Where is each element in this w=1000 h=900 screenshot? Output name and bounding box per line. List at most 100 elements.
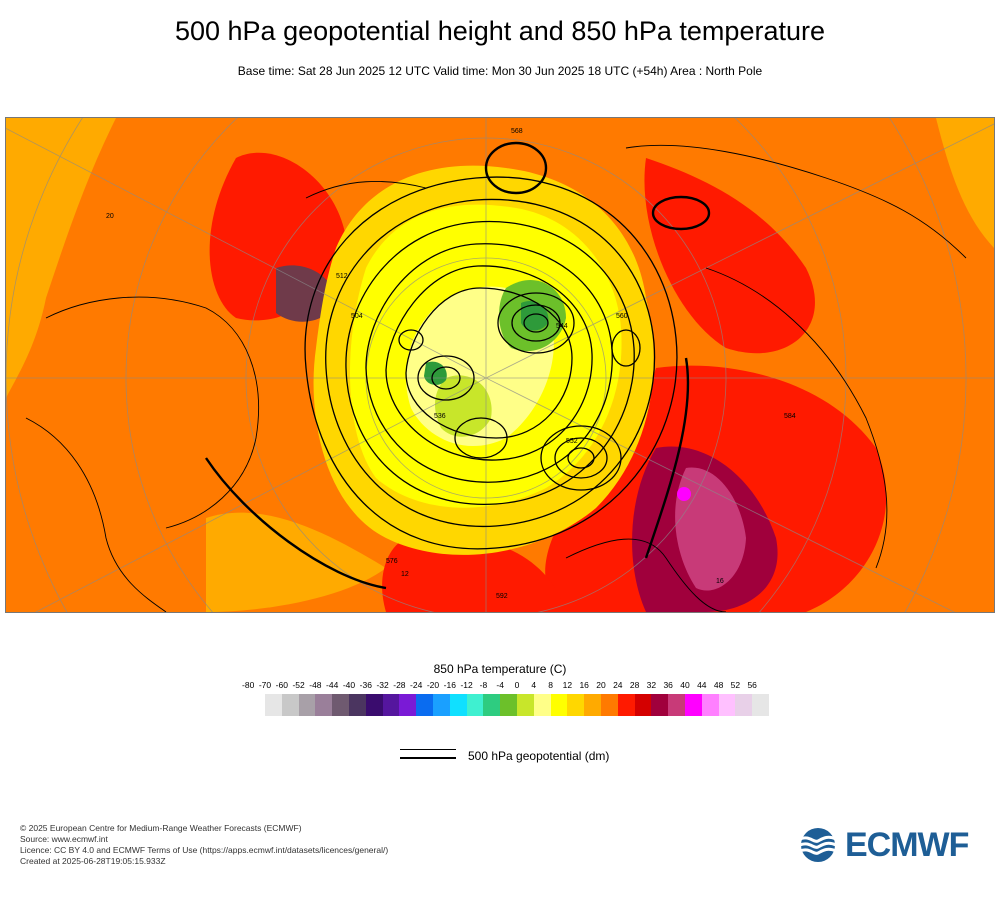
contour-label-group: 504 512 536 544 552 560 568 576 584 592 … (106, 128, 796, 600)
legend-tick-label: -32 (376, 680, 389, 690)
legend-tick-label: 32 (646, 680, 657, 690)
legend-tick-label: 28 (629, 680, 640, 690)
geopotential-contours (205, 141, 711, 590)
legend-tick-label: -28 (393, 680, 406, 690)
color-scale-box (600, 694, 618, 716)
credits: © 2025 European Centre for Medium-Range … (20, 823, 388, 867)
legend-tick-label: 8 (548, 680, 553, 690)
contour-label: 544 (556, 323, 568, 330)
legend-tick-label: -16 (443, 680, 456, 690)
color-scale-box (735, 694, 753, 716)
temperature-field-green-central (434, 375, 492, 437)
color-scale-box (701, 694, 719, 716)
color-scale-box (466, 694, 484, 716)
legend-ticks: -80 -70 -60 -52 -48 -44 -40 -36 -32 -28 -24 -20 -16-… (240, 680, 760, 694)
contour-line-sample (400, 749, 458, 761)
contour-legend: 500 hPa geopotential (dm) (400, 746, 700, 766)
color-scale-box (382, 694, 400, 716)
color-scale-box (399, 694, 417, 716)
color-scale-box (483, 694, 501, 716)
legend-tick-label: -60 (275, 680, 288, 690)
coastlines (25, 144, 967, 612)
legend-tick-label: -40 (342, 680, 356, 690)
legend-tick-label: 48 (713, 680, 724, 690)
legend-tick-label: -24 (410, 680, 423, 690)
legend-tick-label: -70 (258, 680, 272, 690)
credit-copyright: © 2025 European Centre for Medium-Range … (20, 823, 302, 833)
contour-label: 584 (784, 413, 796, 420)
legend-tick-label: 24 (613, 680, 623, 690)
chart-subtitle: Base time: Sat 28 Jun 2025 12 UTC Valid … (237, 64, 763, 78)
legend-tick-label: -12 (460, 680, 473, 690)
legend-tick-label: 0 (514, 680, 520, 690)
temperature-field-amber-east (936, 118, 994, 248)
contour-label: 16 (716, 578, 724, 585)
color-scale-box (617, 694, 635, 716)
contour-label: 552 (566, 438, 578, 445)
color-scale-box (449, 694, 467, 716)
color-scale-box (584, 694, 601, 716)
chart-title: 500 hPa geopotential height and 850 hPa … (174, 16, 825, 46)
legend-title: 850 hPa temperature (C) (433, 662, 567, 676)
color-scale-box (718, 694, 736, 716)
temperature-field-red-south (382, 535, 566, 612)
temperature-field-amber-south (206, 512, 386, 612)
legend-tick-label: 12 (562, 680, 573, 690)
legend-tick-label: -44 (326, 680, 339, 690)
temperature-field-magenta-spot (677, 487, 691, 501)
graticule (6, 118, 994, 612)
credit-licence: Licence: CC BY 4.0 and ECMWF Terms of Us… (20, 845, 389, 855)
color-scale-box (365, 694, 383, 716)
contour-label: 592 (496, 593, 508, 600)
contour-label: 12 (401, 571, 409, 578)
legend-tick-label: 44 (697, 680, 707, 690)
contour-label: 20 (106, 213, 114, 220)
contour-label: 576 (386, 558, 398, 565)
legend-tick-label: -8 (479, 680, 488, 690)
contour-label: 568 (511, 128, 523, 135)
legend-tick-label: -80 (242, 680, 255, 690)
color-scale-box (432, 694, 450, 716)
color-scale-box (332, 694, 349, 716)
legend-tick-label: -52 (292, 680, 305, 690)
temperature-field-green-dark (521, 300, 549, 331)
temperature-field-pink (675, 467, 746, 591)
color-scale-box (281, 694, 299, 716)
color-scale-box (752, 694, 769, 716)
color-scale-box (265, 694, 282, 716)
legend-tick-label: 36 (663, 680, 673, 690)
contour-label: 504 (351, 313, 363, 320)
legend-tick-label: -4 (496, 680, 504, 690)
color-scale-box (550, 694, 568, 716)
legend-tick-label: -36 (359, 680, 372, 690)
color-scale-box (315, 694, 333, 716)
temperature-field-red-northeast (644, 158, 815, 354)
color-scale-box (516, 694, 534, 716)
legend-tick-label: 56 (747, 680, 757, 690)
temperature-field-cold-pocket (276, 265, 336, 322)
temperature-field-amber-west (6, 118, 116, 398)
legend-tick-label: 40 (680, 680, 690, 690)
contour-label: 536 (434, 413, 446, 420)
credit-created: Created at 2025-06-28T19:05:15.933Z (20, 856, 166, 866)
contour-label: 512 (336, 273, 348, 280)
color-scale-box (651, 694, 669, 716)
color-scale-box (634, 694, 652, 716)
contour-label: 560 (616, 313, 628, 320)
color-scale-box (684, 694, 702, 716)
color-scale-box (668, 694, 685, 716)
contour-legend-label: 500 hPa geopotential (dm) (468, 749, 610, 763)
credit-source: Source: www.ecmwf.int (20, 834, 108, 844)
ecmwf-logo-text: ECMWF (845, 826, 969, 864)
legend-tick-label: 52 (730, 680, 741, 690)
legend-tick-label: -48 (309, 680, 322, 690)
legend-tick-label: -20 (426, 680, 440, 690)
color-scale-bar (265, 694, 769, 716)
legend-tick-label: 4 (531, 680, 537, 690)
polar-map: 504 512 536 544 552 560 568 576 584 592 … (5, 117, 995, 613)
ecmwf-logo-icon (799, 828, 837, 862)
legend-tick-label: 20 (596, 680, 606, 690)
legend-tick-label: 16 (579, 680, 589, 690)
color-scale-box (500, 694, 517, 716)
color-scale-box (298, 694, 316, 716)
